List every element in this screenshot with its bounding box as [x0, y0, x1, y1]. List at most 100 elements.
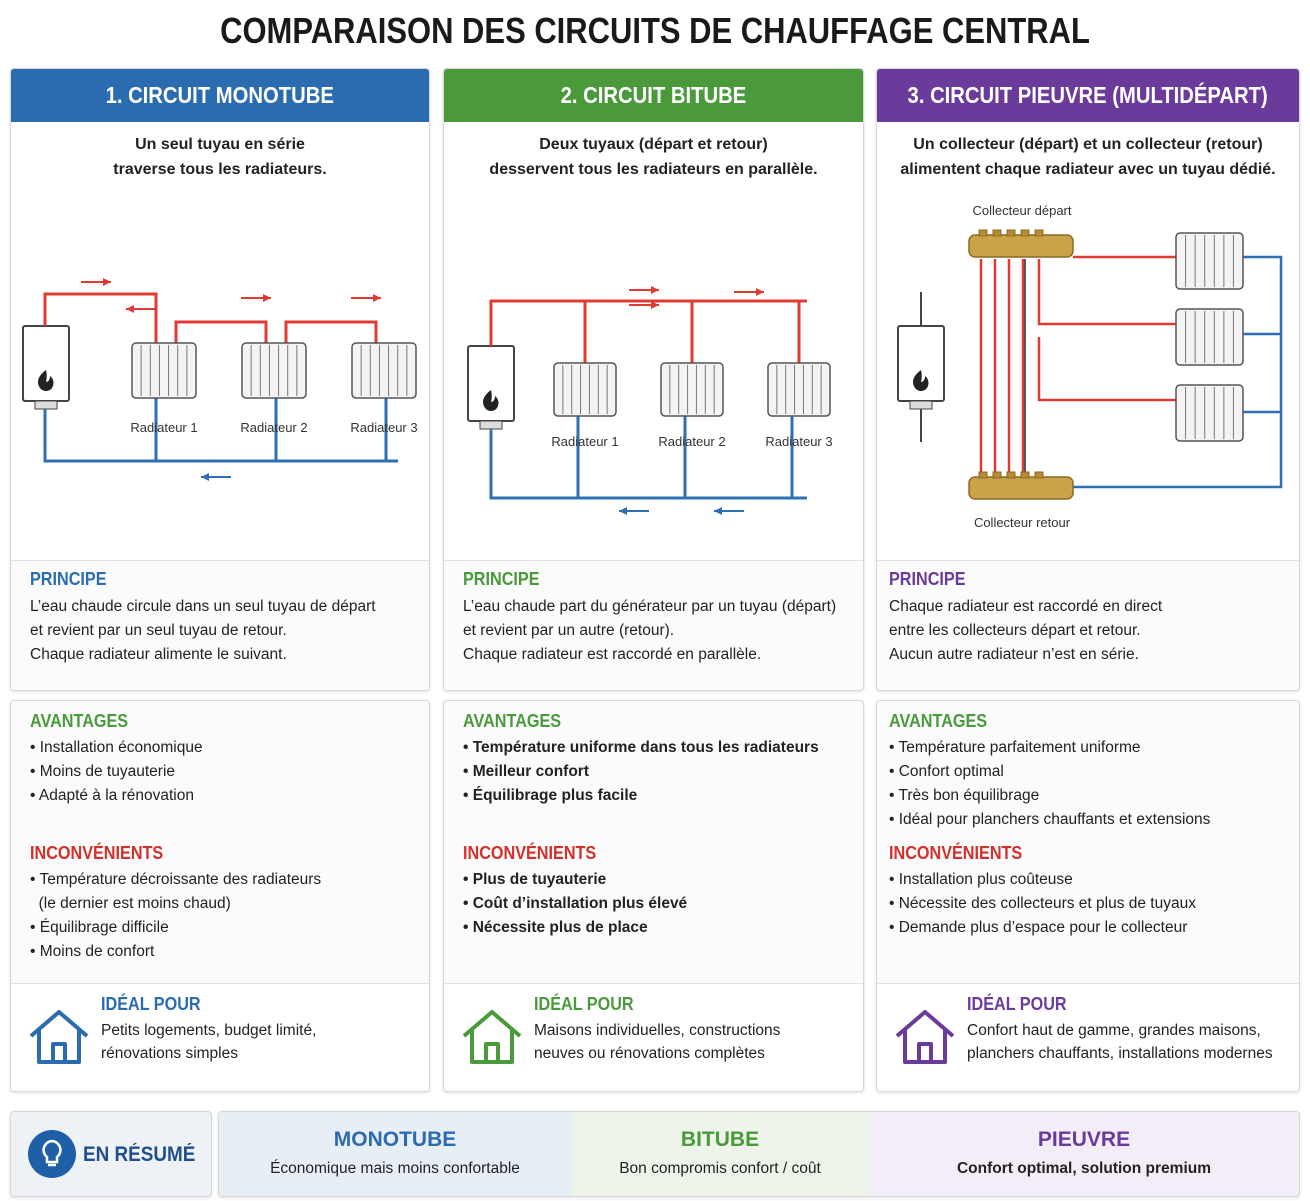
inconvenients-title: INCONVÉNIENTS: [889, 843, 1023, 863]
circuit-diagram: Radiateur 1 Radiateur 2 Radiateur 3: [22, 278, 418, 481]
avantage-item: • Meilleur confort: [463, 763, 589, 780]
avantage-item: • Équilibrage plus facile: [463, 787, 638, 804]
card-header: 1. CIRCUIT MONOTUBE: [11, 69, 429, 122]
radiator-label: Radiateur 1: [551, 434, 618, 449]
avantage-item: • Confort optimal: [889, 763, 1004, 780]
avantage-item: • Idéal pour planchers chauffants et ext…: [889, 811, 1211, 828]
radiator: [553, 362, 617, 417]
radiator: [241, 342, 307, 399]
principe-title: PRINCIPE: [889, 569, 966, 589]
inconvenient-item: • Nécessite plus de place: [463, 919, 648, 936]
ideal-title: IDÉAL POUR: [534, 994, 634, 1014]
flow-arrow-head: [373, 294, 381, 302]
card-header: 3. CIRCUIT PIEUVRE (MULTIDÉPART): [877, 69, 1299, 122]
details-card: AVANTAGES • Température parfaitement unif…: [876, 700, 1300, 1092]
ideal-line: rénovations simples: [101, 1045, 238, 1062]
principe-line: Chaque radiateur est raccordé en parallè…: [463, 646, 762, 663]
pipe: [489, 416, 807, 500]
radiator: [767, 362, 831, 417]
house-icon: [29, 1010, 89, 1064]
avantages-title: AVANTAGES: [30, 711, 129, 731]
manifold-label: Collecteur départ: [973, 203, 1072, 218]
manifold-valve: [1006, 471, 1016, 479]
principe-line: L’eau chaude part du générateur par un t…: [463, 598, 837, 615]
bulb-bg: [28, 1130, 76, 1178]
house-icon: [462, 1010, 522, 1064]
summary-item: PIEUVRE Confort optimal, solution premium: [869, 1112, 1299, 1196]
principe-line: et revient par un autre (retour).: [463, 622, 675, 639]
card-header-text: 3. CIRCUIT PIEUVRE (MULTIDÉPART): [907, 82, 1269, 108]
card-header-text: 2. CIRCUIT BITUBE: [560, 82, 747, 108]
flow-arrow-head: [201, 473, 209, 481]
principe-line: et revient par un seul tuyau de retour.: [30, 622, 287, 639]
manifold: [968, 476, 1074, 500]
house-outline: [29, 1010, 89, 1064]
summary-item-name: PIEUVRE: [1037, 1128, 1131, 1151]
inconvenient-item: • Demande plus d’espace pour le collecte…: [889, 919, 1188, 936]
manifold-valve: [978, 471, 988, 479]
card-header: 2. CIRCUIT BITUBE: [444, 69, 863, 122]
pipe: [1037, 255, 1176, 402]
card-subtitle: alimentent chaque radiateur avec un tuya…: [900, 161, 1276, 178]
summary-item-text: Bon compromis confort / coût: [619, 1160, 821, 1177]
summary-bar: MONOTUBE Économique mais moins confortabl…: [218, 1111, 1300, 1197]
pipe: [1073, 255, 1283, 489]
inconvenient-item: • Coût d’installation plus élevé: [463, 895, 688, 912]
inconvenient-item: • Moins de confort: [30, 943, 155, 960]
ideal-section: IDÉAL POUR Petits logements, budget limit…: [11, 983, 429, 1091]
manifold-valve: [1020, 471, 1030, 479]
radiator: [660, 362, 724, 417]
inconvenient-item: • Plus de tuyauterie: [463, 871, 607, 888]
flow-arrow-head: [619, 507, 627, 515]
avantage-item: • Très bon équilibrage: [889, 787, 1040, 804]
radiator: [1175, 384, 1244, 442]
ideal-line: planchers chauffants, installations mode…: [967, 1045, 1273, 1062]
avantages-title: AVANTAGES: [889, 711, 988, 731]
bulb-icon: [28, 1130, 76, 1178]
circuit-card: 1. CIRCUIT MONOTUBE Un seul tuyau en séri…: [10, 68, 430, 691]
inconvenient-item: • Nécessite des collecteurs et plus de t…: [889, 895, 1196, 912]
flow-arrow-head: [651, 301, 659, 309]
manifold-valve: [978, 229, 988, 237]
inconvenient-item: (le dernier est moins chaud): [30, 895, 231, 912]
manifold-valve: [1020, 229, 1030, 237]
radiator: [131, 342, 197, 399]
summary-label-box: EN RÉSUMÉ: [10, 1111, 212, 1197]
pipe: [489, 299, 807, 363]
flow-arrow-head: [126, 305, 134, 313]
principe-section: PRINCIPE L’eau chaude part du générateur …: [444, 560, 863, 690]
inconvenients-title: INCONVÉNIENTS: [463, 843, 597, 863]
avantage-item: • Moins de tuyauterie: [30, 763, 176, 780]
manifold-valve: [992, 471, 1002, 479]
details-card: AVANTAGES • Température uniforme dans tou…: [443, 700, 864, 1092]
principe-line: L’eau chaude circule dans un seul tuyau …: [30, 598, 376, 615]
principe-line: Chaque radiateur alimente le suivant.: [30, 646, 287, 663]
card-subtitle: desservent tous les radiateurs en parall…: [489, 161, 818, 178]
inconvenient-item: • Température décroissante des radiateur…: [30, 871, 322, 888]
manifold-valve: [1034, 229, 1044, 237]
inconvenient-item: • Installation plus coûteuse: [889, 871, 1073, 888]
card-subtitle: Un collecteur (départ) et un collecteur …: [913, 136, 1263, 153]
principe-line: Aucun autre radiateur n’est en série.: [889, 646, 1139, 663]
avantage-item: • Température parfaitement uniforme: [889, 739, 1141, 756]
card-subtitle: Un seul tuyau en série: [135, 136, 305, 153]
card-header-text: 1. CIRCUIT MONOTUBE: [105, 82, 335, 108]
ideal-line: Petits logements, budget limité,: [101, 1022, 317, 1039]
radiator-label: Radiateur 3: [765, 434, 832, 449]
flow-arrow-head: [756, 288, 764, 296]
avantage-item: • Installation économique: [30, 739, 203, 756]
bulb: [42, 1139, 62, 1167]
principe-title: PRINCIPE: [30, 569, 107, 589]
manifold-label: Collecteur retour: [974, 515, 1071, 530]
summary-title: EN RÉSUMÉ: [83, 1143, 196, 1166]
manifold-valve: [992, 229, 1002, 237]
inconvenients-title: INCONVÉNIENTS: [30, 843, 164, 863]
summary-item-text: Confort optimal, solution premium: [956, 1160, 1212, 1177]
avantages-title: AVANTAGES: [463, 711, 562, 731]
house-outline: [462, 1010, 522, 1064]
principe-line: Chaque radiateur est raccordé en direct: [889, 598, 1163, 615]
flame-icon: [913, 370, 929, 391]
flow-arrow-head: [263, 294, 271, 302]
ideal-line: neuves ou rénovations complètes: [534, 1045, 765, 1062]
